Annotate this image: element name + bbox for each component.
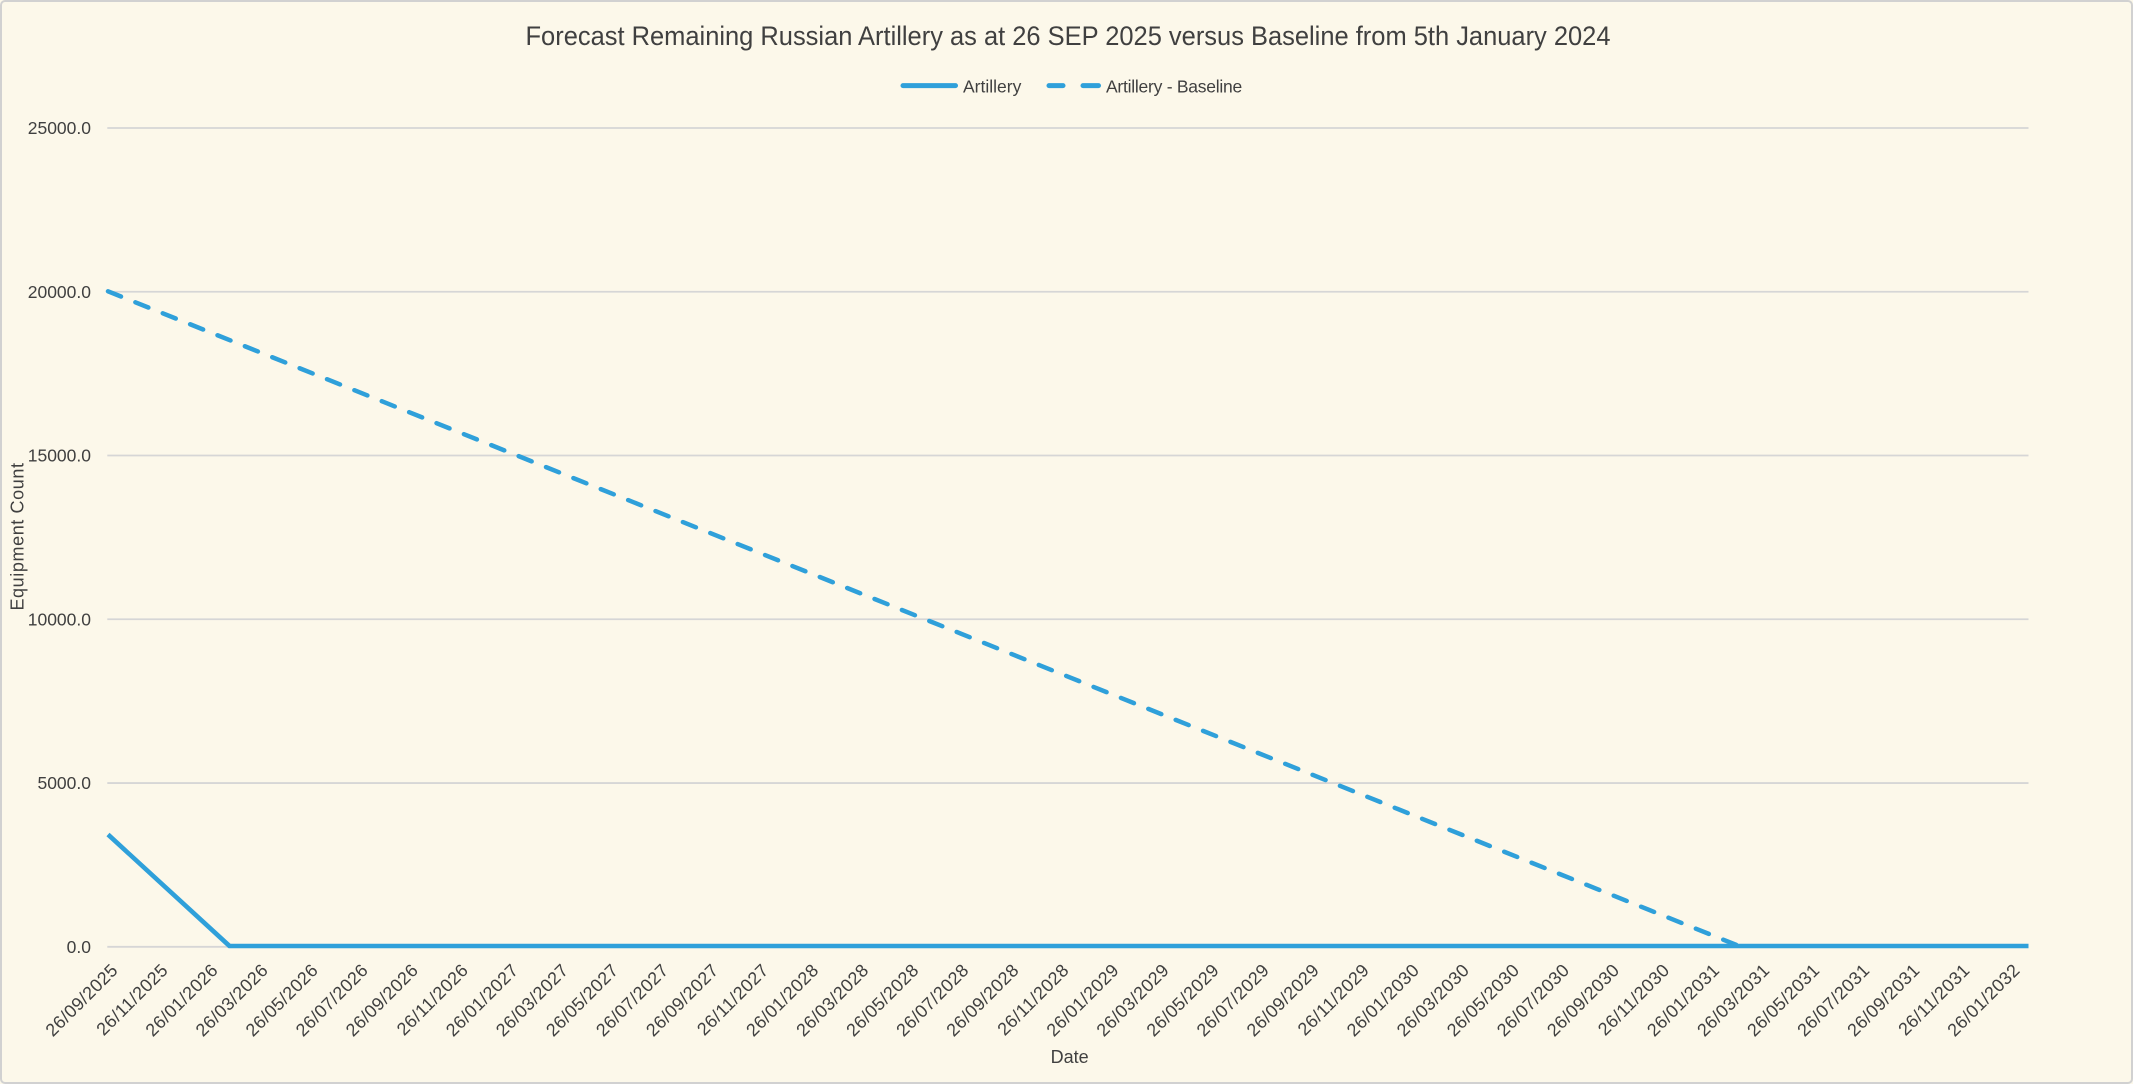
svg-text:20000.0: 20000.0: [28, 282, 92, 302]
svg-text:0.0: 0.0: [67, 937, 92, 957]
svg-text:Date: Date: [1051, 1047, 1089, 1067]
svg-text:Forecast Remaining Russian Art: Forecast Remaining Russian Artillery as …: [526, 21, 1611, 51]
svg-text:25000.0: 25000.0: [28, 118, 92, 138]
svg-text:15000.0: 15000.0: [28, 446, 92, 466]
svg-text:10000.0: 10000.0: [28, 609, 92, 629]
svg-text:Artillery - Baseline: Artillery - Baseline: [1106, 77, 1242, 97]
svg-text:5000.0: 5000.0: [37, 773, 91, 793]
svg-text:Equipment Count: Equipment Count: [8, 462, 28, 610]
svg-text:Artillery: Artillery: [963, 77, 1022, 97]
